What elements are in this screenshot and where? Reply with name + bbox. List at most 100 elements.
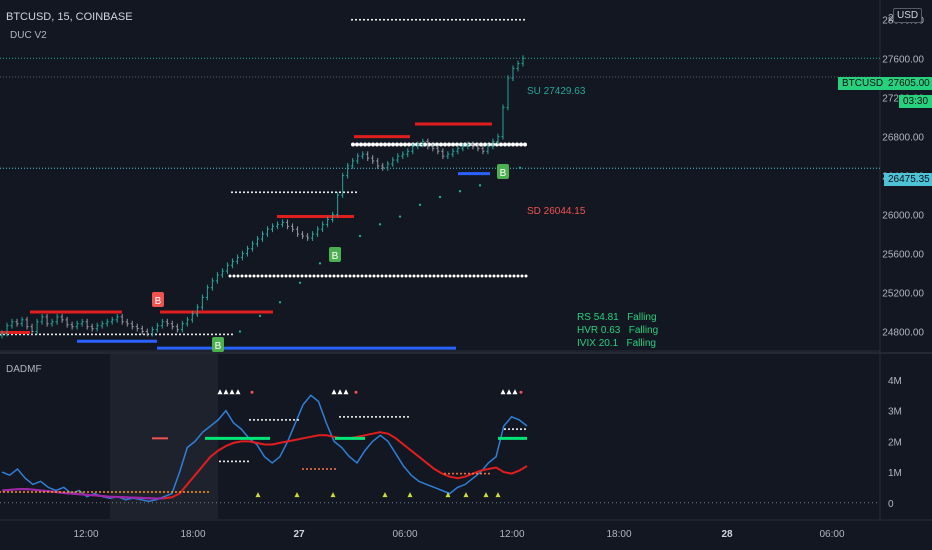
support-dots: [287, 191, 289, 194]
support-dots: [419, 142, 423, 147]
support-dots: [252, 274, 256, 278]
support-dots: [131, 333, 133, 336]
resistance-dots: [399, 18, 401, 21]
support-dots: [264, 274, 268, 278]
support-dots: [251, 191, 253, 194]
support-dots: [300, 274, 304, 278]
flow-line: [1, 394, 528, 503]
stat-name: RS: [577, 312, 591, 323]
flow-dots-orange: [310, 468, 312, 471]
baseline-dot: [83, 491, 85, 494]
triangle-marker: [331, 389, 337, 395]
support-dots: [359, 142, 363, 147]
currency-button[interactable]: USD: [893, 8, 923, 23]
resistance-dots: [387, 18, 389, 21]
flow-dots-orange: [476, 472, 478, 475]
resistance-dots: [479, 18, 481, 21]
stat-value: 20.1: [598, 338, 619, 349]
baseline-dot: [139, 491, 141, 494]
baseline-dot: [71, 491, 73, 494]
flow-dots: [407, 415, 409, 418]
triangle-marker: [343, 389, 349, 395]
support-dots: [523, 142, 527, 147]
support-dots: [363, 142, 367, 147]
flow-dots: [227, 460, 229, 463]
support-dots: [127, 333, 129, 336]
resistance-dots: [375, 18, 377, 21]
flow-dots-orange: [444, 472, 446, 475]
support-dots: [347, 191, 349, 194]
support-dots: [319, 191, 321, 194]
support-dots: [351, 191, 353, 194]
support-dots: [448, 274, 452, 278]
support-dots: [311, 191, 313, 194]
stat-name: HVR: [577, 325, 599, 336]
support-dots: [376, 274, 380, 278]
support-dots: [332, 274, 336, 278]
resistance-dots: [475, 18, 477, 21]
resistance-dots: [427, 18, 429, 21]
time-axis[interactable]: 12:00 18:00 27 06:00 12:00 18:00 28 06:00: [73, 529, 844, 540]
support-dots: [379, 142, 383, 147]
support-dots: [307, 191, 309, 194]
triangle-marker-yellow: [495, 492, 501, 498]
resistance-dots: [491, 18, 493, 21]
support-dots: [43, 333, 45, 336]
baseline-dot: [67, 491, 69, 494]
support-dots: [412, 274, 416, 278]
resistance-dots: [507, 18, 509, 21]
support-dots: [336, 274, 340, 278]
resistance-dots: [467, 18, 469, 21]
trailing-stop-dot: [398, 215, 402, 218]
support-dots: [479, 142, 483, 147]
support-dots: [159, 333, 161, 336]
signal-badge: [497, 164, 509, 179]
volume-tick-label: 3M: [888, 407, 902, 418]
support-dots: [355, 191, 357, 194]
support-dots: [484, 274, 488, 278]
support-dots: [483, 142, 487, 147]
support-dots: [407, 142, 411, 147]
price-tick-label: 25600.00: [882, 250, 924, 261]
support-dots: [304, 274, 308, 278]
support-dots: [371, 142, 375, 147]
indicator-label[interactable]: DUC V2: [10, 30, 47, 41]
support-dots: [436, 274, 440, 278]
support-dots: [51, 333, 53, 336]
resistance-dots: [419, 18, 421, 21]
resistance-dots: [451, 18, 453, 21]
flow-dots: [355, 415, 357, 418]
support-dots: [35, 333, 37, 336]
support-dots: [312, 274, 316, 278]
baseline-dot: [11, 491, 13, 494]
flow-dots: [504, 428, 506, 431]
baseline-dot: [175, 491, 177, 494]
support-dots: [520, 274, 524, 278]
support-dots: [296, 274, 300, 278]
level-price-tag: 26475.35: [884, 173, 932, 186]
triangle-marker-yellow: [330, 492, 336, 498]
resistance-dots: [523, 18, 525, 21]
support-dots: [367, 142, 371, 147]
baseline-dot: [43, 491, 45, 494]
support-dots: [299, 191, 301, 194]
support-dots: [71, 333, 73, 336]
resistance-dots: [487, 18, 489, 21]
support-dots: [403, 142, 407, 147]
resistance-dots: [367, 18, 369, 21]
support-dots: [211, 333, 213, 336]
support-dots: [499, 142, 503, 147]
flow-dots-orange: [334, 468, 336, 471]
baseline-dot: [191, 491, 193, 494]
stat-trend: Falling: [626, 338, 656, 349]
lower-pane-title[interactable]: DADMF: [6, 364, 42, 375]
baseline-dot: [171, 491, 173, 494]
trailing-stop-dot: [378, 223, 382, 226]
baseline-dot: [79, 491, 81, 494]
baseline-dot: [91, 491, 93, 494]
resistance-dots: [463, 18, 465, 21]
resistance-dots: [459, 18, 461, 21]
support-dots: [316, 274, 320, 278]
session-shade: [110, 354, 218, 520]
